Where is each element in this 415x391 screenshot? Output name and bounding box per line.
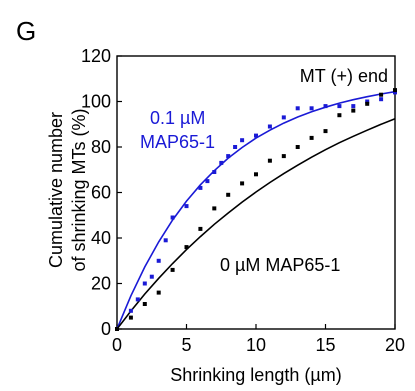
data-point-series-0 <box>240 138 245 143</box>
data-point-series-0 <box>295 106 300 111</box>
data-point-series-1 <box>240 181 245 186</box>
data-point-series-1 <box>379 92 384 97</box>
y-tick-label: 80 <box>91 137 111 157</box>
data-point-series-1 <box>351 108 356 113</box>
data-point-series-1 <box>365 101 370 106</box>
data-point-series-0 <box>128 308 133 313</box>
y-tick-label: 60 <box>91 183 111 203</box>
data-point-series-0 <box>226 154 231 159</box>
data-point-series-0 <box>365 99 370 104</box>
data-point-series-1 <box>184 245 189 250</box>
data-point-series-0 <box>233 145 238 149</box>
y-tick-label: 0 <box>101 319 111 339</box>
data-point-series-0 <box>267 124 272 129</box>
fit-curve-series-0 <box>117 90 395 329</box>
fit-curve-series-1 <box>117 117 395 329</box>
data-point-series-0 <box>184 204 189 209</box>
data-point-series-0 <box>254 133 258 138</box>
data-point-series-1 <box>198 226 203 231</box>
data-point-series-1 <box>295 145 300 149</box>
data-point-series-0 <box>135 297 140 302</box>
data-point-series-0 <box>219 160 224 165</box>
data-point-series-0 <box>142 281 147 286</box>
data-point-series-1 <box>254 172 258 177</box>
data-point-series-0 <box>198 185 203 190</box>
data-point-series-0 <box>379 97 384 102</box>
annotation-mt-plus-end: MT (+) end <box>300 66 388 86</box>
data-point-series-1 <box>156 290 161 295</box>
data-point-series-0 <box>170 215 175 220</box>
data-point-series-1 <box>393 88 397 93</box>
data-point-series-0 <box>309 106 314 111</box>
panel-label: G <box>16 16 36 46</box>
y-tick-label: 100 <box>81 92 111 112</box>
data-point-series-1 <box>337 113 342 118</box>
data-point-series-0 <box>212 170 217 174</box>
data-point-series-1 <box>115 327 119 331</box>
data-point-series-1 <box>267 158 272 163</box>
x-tick-label: 15 <box>315 335 335 355</box>
x-tick-label: 5 <box>181 335 191 355</box>
data-point-series-1 <box>128 315 133 320</box>
y-tick-label: 120 <box>81 46 111 66</box>
x-tick-label: 10 <box>246 335 266 355</box>
y-tick-label: 40 <box>91 228 111 248</box>
data-point-series-0 <box>281 115 286 120</box>
data-point-series-0 <box>323 104 328 109</box>
data-point-series-1 <box>281 154 286 159</box>
data-point-series-0 <box>156 258 161 263</box>
legend-label-blue-line2: MAP65-1 <box>140 132 215 152</box>
data-point-series-1 <box>212 206 217 211</box>
data-point-series-1 <box>309 135 314 140</box>
x-axis-label: Shrinking length (µm) <box>170 365 341 385</box>
data-points <box>115 88 397 331</box>
y-axis-label-line2: of shrinking MTs (%) <box>69 108 89 271</box>
data-point-series-0 <box>337 104 342 109</box>
data-point-series-1 <box>323 129 328 134</box>
data-point-series-0 <box>163 238 168 243</box>
tick-labels: 0 5 10 15 20 0 20 40 60 80 100 120 <box>81 46 405 355</box>
data-point-series-0 <box>393 90 397 95</box>
x-tick-label: 0 <box>112 335 122 355</box>
data-point-series-1 <box>142 302 147 306</box>
y-tick-label: 20 <box>91 274 111 294</box>
legend-label-blue-line1: 0.1 µM <box>150 108 205 128</box>
x-tick-label: 20 <box>385 335 405 355</box>
data-point-series-1 <box>170 267 175 272</box>
legend-label-black: 0 µM MAP65-1 <box>220 255 340 275</box>
data-point-series-0 <box>149 274 154 279</box>
fit-curves <box>117 90 395 329</box>
axis-ticks <box>116 55 396 330</box>
data-point-series-0 <box>205 179 210 184</box>
data-point-series-1 <box>226 192 231 197</box>
data-point-series-0 <box>351 104 356 109</box>
y-axis-label-line1: Cumulative number <box>46 112 66 268</box>
